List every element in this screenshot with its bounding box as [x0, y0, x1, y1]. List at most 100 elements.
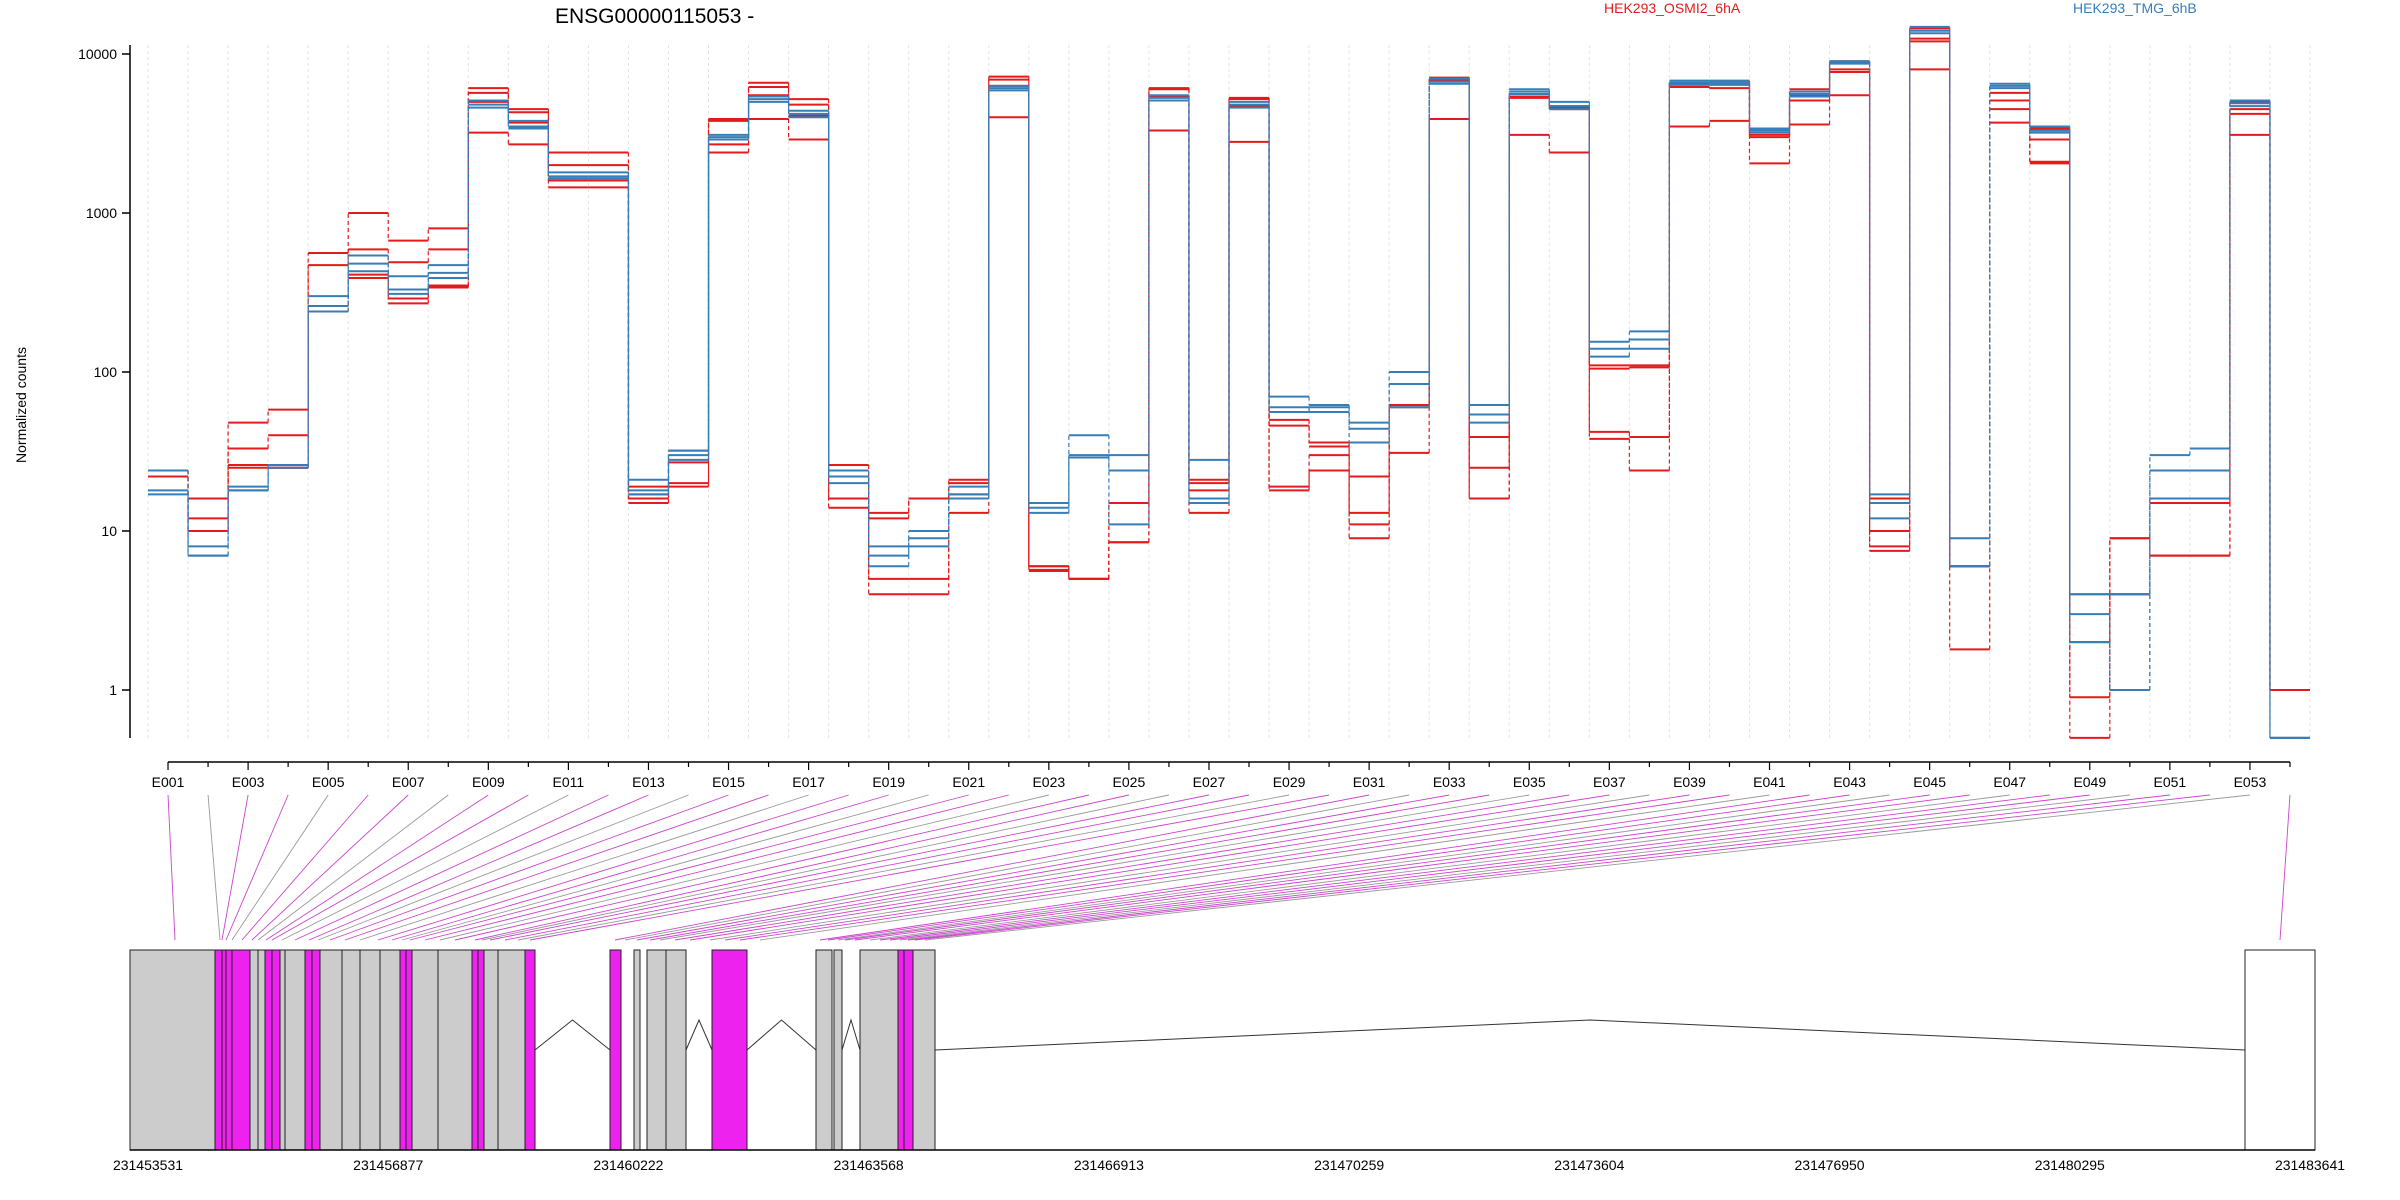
genomic-tick-label: 231460222	[593, 1157, 663, 1173]
exon-connector	[869, 794, 2010, 941]
exon-connector	[294, 794, 609, 941]
genomic-tick-label: 231483641	[2275, 1157, 2345, 1173]
x-tick-label: E017	[792, 774, 825, 790]
y-axis-label: Normalized counts	[13, 347, 29, 463]
x-tick-label: E029	[1273, 774, 1306, 790]
exon-block	[399, 949, 407, 1151]
exon-connector	[409, 794, 969, 941]
exon-connector	[907, 794, 2170, 941]
x-tick-label: E007	[392, 774, 425, 790]
x-tick-label: E005	[312, 774, 345, 790]
x-tick-label: E025	[1113, 774, 1146, 790]
exon-connector	[281, 794, 569, 941]
exon-block	[341, 949, 361, 1151]
exon-block	[609, 949, 622, 1151]
genomic-tick-label: 231473604	[1554, 1157, 1624, 1173]
x-tick-label: E043	[1833, 774, 1866, 790]
exon-connector	[517, 794, 1290, 941]
genomic-tick-label: 231456877	[353, 1157, 423, 1173]
exon-block	[897, 949, 905, 1151]
exon-connector	[837, 794, 1890, 941]
x-tick-label: E053	[2234, 774, 2267, 790]
intron-line	[841, 1018, 861, 1051]
exon-connector	[899, 794, 2130, 941]
exon-connector	[759, 794, 1770, 941]
exon-block	[497, 949, 526, 1151]
exon-connector	[377, 794, 849, 941]
exon-block	[249, 949, 259, 1151]
exon-connector	[221, 794, 249, 941]
x-tick-label: E019	[872, 774, 905, 790]
exon-block	[225, 949, 233, 1151]
exon-connector	[481, 794, 1170, 941]
exon-block	[633, 949, 641, 1151]
exon-connector	[401, 794, 929, 941]
exon-connector	[724, 794, 1690, 941]
chart-title: ENSG00000115053 -	[555, 5, 754, 28]
exon-connectors	[167, 794, 2291, 941]
exon-block	[271, 949, 281, 1151]
y-tick-label: 1	[109, 682, 117, 698]
x-tick-label: E001	[152, 774, 185, 790]
exon-connector	[914, 794, 2210, 941]
exon-connector	[391, 794, 889, 941]
exon-connector	[489, 794, 1210, 941]
exon-connector	[504, 794, 1250, 941]
x-tick-label: E049	[2073, 774, 2106, 790]
x-tick-label: E045	[1913, 774, 1946, 790]
exon-connector	[359, 794, 809, 941]
exon-block	[477, 949, 485, 1151]
exon-connector	[344, 794, 769, 941]
exon-axis: E001 E003 E005 E007 E009 E011 E013 E015 E017 E019…	[152, 761, 2291, 790]
exon-connector	[659, 794, 1530, 941]
x-tick-label: E037	[1593, 774, 1626, 790]
x-tick-label: E041	[1753, 774, 1786, 790]
exon-connector	[819, 794, 1810, 941]
exon-block	[483, 949, 499, 1151]
genomic-tick-label: 231470259	[1314, 1157, 1384, 1173]
intron-line	[934, 1019, 2246, 1051]
x-tick-label: E039	[1673, 774, 1706, 790]
x-tick-label: E003	[232, 774, 265, 790]
exon-block	[471, 949, 479, 1151]
exon-block	[646, 949, 667, 1151]
legend-label-group-b: HEK293_TMG_6hB	[2073, 0, 2197, 16]
y-tick-label: 1000	[86, 205, 117, 221]
intron-line	[746, 1019, 817, 1051]
exon-block	[912, 949, 936, 1151]
exon-connector	[225, 794, 289, 941]
exon-block	[903, 949, 914, 1151]
y-axis: 1 10 100 1000 10000	[78, 45, 131, 738]
genomic-tick-label: 231466913	[1074, 1157, 1144, 1173]
gene-model	[129, 949, 2316, 1151]
exon-block	[2244, 949, 2316, 1151]
exon-connector	[614, 794, 1370, 941]
x-tick-label: E027	[1193, 774, 1226, 790]
genomic-tick-label: 231480295	[2035, 1157, 2105, 1173]
exon-block	[221, 949, 227, 1151]
exon-block	[284, 949, 306, 1151]
exon-block	[129, 949, 216, 1151]
exon-connector	[317, 794, 689, 941]
exon-block	[264, 949, 273, 1151]
exon-block	[257, 949, 266, 1151]
exon-block	[359, 949, 381, 1151]
x-tick-label: E033	[1433, 774, 1466, 790]
exon-block	[524, 949, 536, 1151]
exon-connector	[424, 794, 1009, 941]
x-tick-label: E021	[952, 774, 985, 790]
legend-label-group-a: HEK293_OSMI2_6hA	[1604, 0, 1741, 16]
exon-connector	[889, 794, 2090, 941]
exon-connector	[827, 794, 1850, 941]
intron-line	[534, 1019, 611, 1051]
x-tick-label: E031	[1353, 774, 1386, 790]
genomic-tick-label: 231476950	[1795, 1157, 1865, 1173]
x-tick-label: E013	[632, 774, 665, 790]
x-tick-label: E023	[1032, 774, 1065, 790]
y-tick-label: 10000	[78, 46, 117, 62]
exon-block	[214, 949, 223, 1151]
exon-connector	[689, 794, 1610, 941]
y-tick-label: 10	[101, 523, 117, 539]
exon-connector	[329, 794, 729, 941]
